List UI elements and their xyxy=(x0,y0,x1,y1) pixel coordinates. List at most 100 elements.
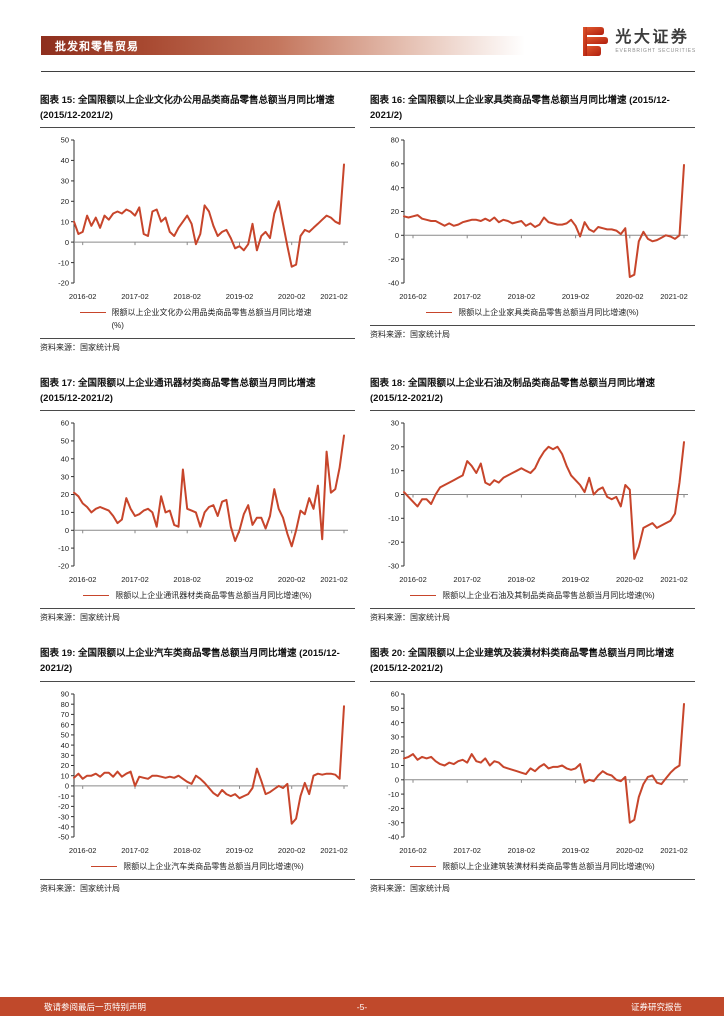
brand-subtitle: EVERBRIGHT SECURITIES xyxy=(615,47,696,54)
svg-text:40: 40 xyxy=(61,157,69,166)
section-banner: 批发和零售贸易 xyxy=(41,36,695,55)
figure-20-line-chart: -40 -30 -20 -10 0 10 20 30 40 50 60 2016-02 2017-02 2… xyxy=(388,689,688,855)
figure-card-15: 图表 15: 全国限额以上企业文化办公用品类商品零售总额当月同比增速 (2015… xyxy=(40,94,355,353)
figure-15-source-note: 资料来源：国家统计局 xyxy=(40,338,355,353)
svg-text:30: 30 xyxy=(61,177,69,186)
svg-text:-30: -30 xyxy=(58,812,69,821)
page-footer: 敬请参阅最后一页特别声明 -5- 证券研究报告 xyxy=(0,997,724,1016)
legend-line-swatch xyxy=(410,595,437,597)
svg-text:70: 70 xyxy=(61,710,69,719)
svg-text:10: 10 xyxy=(391,467,399,476)
svg-text:-40: -40 xyxy=(58,822,69,831)
figure-20-legend: 限额以上企业建筑装潢材料类商品零售总额当月同比增速(%) xyxy=(370,861,695,874)
svg-text:-30: -30 xyxy=(388,818,399,827)
svg-text:20: 20 xyxy=(61,197,69,206)
svg-text:2018-02: 2018-02 xyxy=(173,575,201,584)
charts-grid: 图表 15: 全国限额以上企业文化办公用品类商品零售总额当月同比增速 (2015… xyxy=(0,72,724,894)
svg-text:10: 10 xyxy=(391,761,399,770)
svg-text:2016-02: 2016-02 xyxy=(399,292,427,301)
svg-text:-10: -10 xyxy=(58,259,69,268)
figure-15-line-chart: -20 -10 0 10 20 30 40 50 2016-02 2017-02 2018-02 20… xyxy=(58,136,348,301)
svg-text:2017-02: 2017-02 xyxy=(453,575,481,584)
svg-text:2018-02: 2018-02 xyxy=(508,292,536,301)
svg-text:-20: -20 xyxy=(388,255,399,264)
figure-18-title: 图表 18: 全国限额以上企业石油及制品类商品零售总额当月同比增速 (2015/… xyxy=(370,377,695,412)
svg-text:2019-02: 2019-02 xyxy=(226,846,254,855)
svg-text:40: 40 xyxy=(391,184,399,193)
svg-text:90: 90 xyxy=(61,689,69,698)
svg-text:2017-02: 2017-02 xyxy=(121,575,149,584)
svg-text:2019-02: 2019-02 xyxy=(226,575,254,584)
svg-text:40: 40 xyxy=(391,718,399,727)
svg-text:60: 60 xyxy=(61,720,69,729)
legend-label: 限额以上企业通讯器材类商品零售总额当月同比增速(%) xyxy=(115,591,312,601)
figure-17-source-note: 资料来源：国家统计局 xyxy=(40,608,355,623)
svg-text:-10: -10 xyxy=(58,792,69,801)
svg-text:2019-02: 2019-02 xyxy=(562,846,590,855)
svg-text:2019-02: 2019-02 xyxy=(226,292,254,301)
svg-text:2019-02: 2019-02 xyxy=(562,575,590,584)
svg-text:2018-02: 2018-02 xyxy=(508,575,536,584)
svg-text:-40: -40 xyxy=(388,832,399,841)
page-number: -5- xyxy=(356,1001,368,1012)
legend-label: 限额以上企业汽车类商品零售总额当月同比增速(%) xyxy=(123,861,304,871)
legend-line-swatch xyxy=(91,865,118,867)
svg-text:2017-02: 2017-02 xyxy=(453,292,481,301)
svg-text:60: 60 xyxy=(61,419,69,428)
figure-18-chart-area: -30 -20 -10 0 10 20 30 2016-02 2017-02 2018-02 201… xyxy=(370,411,695,590)
svg-text:20: 20 xyxy=(391,747,399,756)
svg-text:2021-02: 2021-02 xyxy=(660,575,688,584)
svg-text:2021-02: 2021-02 xyxy=(320,575,348,584)
figure-15-legend: 限额以上企业文化办公用品类商品零售总额当月同比增速(%) xyxy=(40,307,355,333)
svg-text:2016-02: 2016-02 xyxy=(69,846,97,855)
svg-text:60: 60 xyxy=(391,160,399,169)
legend-line-swatch xyxy=(410,865,437,867)
svg-text:-20: -20 xyxy=(58,562,69,571)
svg-text:50: 50 xyxy=(61,730,69,739)
svg-text:2017-02: 2017-02 xyxy=(121,846,149,855)
figure-card-19: 图表 19: 全国限额以上企业汽车类商品零售总额当月同比增速 (2015/12-… xyxy=(40,647,355,893)
legend-label: 限额以上企业家具类商品零售总额当月同比增速(%) xyxy=(458,308,639,318)
svg-text:2020-02: 2020-02 xyxy=(616,575,644,584)
svg-text:-20: -20 xyxy=(58,279,69,288)
svg-text:10: 10 xyxy=(61,771,69,780)
svg-text:30: 30 xyxy=(61,751,69,760)
svg-text:-30: -30 xyxy=(388,562,399,571)
figure-19-chart-area: -50 -40 -30 -20 -10 0 10 20 30 40 50 60 70 80 90 2016-0… xyxy=(40,682,355,861)
figure-18-line-chart: -30 -20 -10 0 10 20 30 2016-02 2017-02 2018-02 201… xyxy=(388,419,688,584)
svg-text:2021-02: 2021-02 xyxy=(660,846,688,855)
svg-text:-20: -20 xyxy=(388,538,399,547)
svg-text:2018-02: 2018-02 xyxy=(173,846,201,855)
svg-text:20: 20 xyxy=(391,443,399,452)
svg-text:2016-02: 2016-02 xyxy=(399,846,427,855)
figure-17-line-chart: -20 -10 0 10 20 30 40 50 60 2016-02 2017-02 2018-02… xyxy=(58,419,348,584)
legend-line-swatch xyxy=(426,312,453,314)
svg-text:2017-02: 2017-02 xyxy=(453,846,481,855)
svg-text:50: 50 xyxy=(61,437,69,446)
svg-text:20: 20 xyxy=(61,761,69,770)
figure-15-title: 图表 15: 全国限额以上企业文化办公用品类商品零售总额当月同比增速 (2015… xyxy=(40,94,355,129)
svg-text:-20: -20 xyxy=(388,804,399,813)
legend-line-swatch xyxy=(83,595,110,597)
svg-text:-40: -40 xyxy=(388,279,399,288)
footer-report-type: 证券研究报告 xyxy=(630,1001,682,1012)
svg-text:-20: -20 xyxy=(58,802,69,811)
figure-19-title: 图表 19: 全国限额以上企业汽车类商品零售总额当月同比增速 (2015/12-… xyxy=(40,647,355,682)
svg-text:-50: -50 xyxy=(58,832,69,841)
svg-text:0: 0 xyxy=(395,775,399,784)
svg-text:30: 30 xyxy=(391,419,399,428)
svg-text:0: 0 xyxy=(65,238,69,247)
figure-card-18: 图表 18: 全国限额以上企业石油及制品类商品零售总额当月同比增速 (2015/… xyxy=(370,377,695,623)
svg-text:80: 80 xyxy=(391,136,399,145)
figure-16-chart-area: -40 -20 0 20 40 60 80 2016-02 2017-02 2018-02 2019… xyxy=(370,128,695,307)
brand-logo: 光大证券 EVERBRIGHT SECURITIES xyxy=(583,27,696,56)
brand-text: 光大证券 EVERBRIGHT SECURITIES xyxy=(615,29,696,54)
section-title: 批发和零售贸易 xyxy=(55,40,139,53)
figure-18-source-note: 资料来源：国家统计局 xyxy=(370,608,695,623)
figure-16-title: 图表 16: 全国限额以上企业家具类商品零售总额当月同比增速 (2015/12-… xyxy=(370,94,695,129)
figure-15-chart-area: -20 -10 0 10 20 30 40 50 2016-02 2017-02 2018-02 20… xyxy=(40,128,355,307)
legend-label: 限额以上企业石油及其制品类商品零售总额当月同比增速(%) xyxy=(442,591,655,601)
header-divider xyxy=(41,71,695,72)
svg-text:2021-02: 2021-02 xyxy=(320,292,348,301)
